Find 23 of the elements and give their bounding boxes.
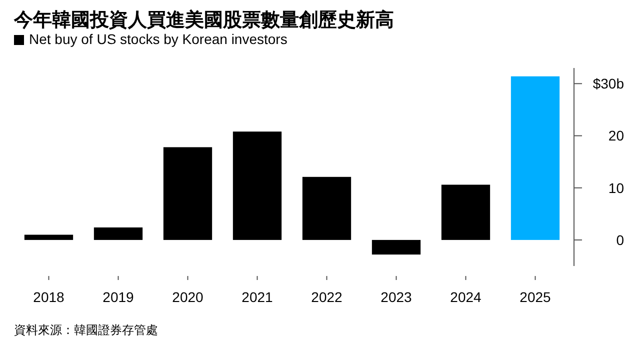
- bar: [302, 176, 352, 240]
- x-tick-label: 2020: [172, 289, 204, 305]
- y-tick-label: 20: [608, 128, 624, 144]
- y-tick-label: 0: [616, 232, 624, 248]
- bar: [232, 132, 282, 240]
- bar: [163, 147, 212, 240]
- y-tick-label: 10: [608, 180, 624, 196]
- x-tick-label: 2025: [520, 289, 552, 305]
- y-tick-label: $30b: [592, 76, 624, 92]
- bar: [372, 240, 421, 255]
- bar: [441, 184, 490, 240]
- bar: [24, 234, 74, 240]
- bar: [94, 227, 143, 240]
- x-tick-label: 2024: [450, 289, 482, 305]
- bar: [510, 76, 560, 240]
- x-tick-label: 2019: [102, 289, 134, 305]
- source-note: 資料來源：韓國證券存管處: [14, 323, 158, 337]
- x-tick-label: 2022: [311, 289, 343, 305]
- x-tick-label: 2021: [242, 289, 274, 305]
- x-tick-label: 2023: [380, 289, 412, 305]
- chart-title: 今年韓國投資人買進美國股票數量創歷史新高: [13, 9, 394, 31]
- legend-label: Net buy of US stocks by Korean investors: [29, 31, 288, 47]
- x-tick-label: 2018: [33, 289, 65, 305]
